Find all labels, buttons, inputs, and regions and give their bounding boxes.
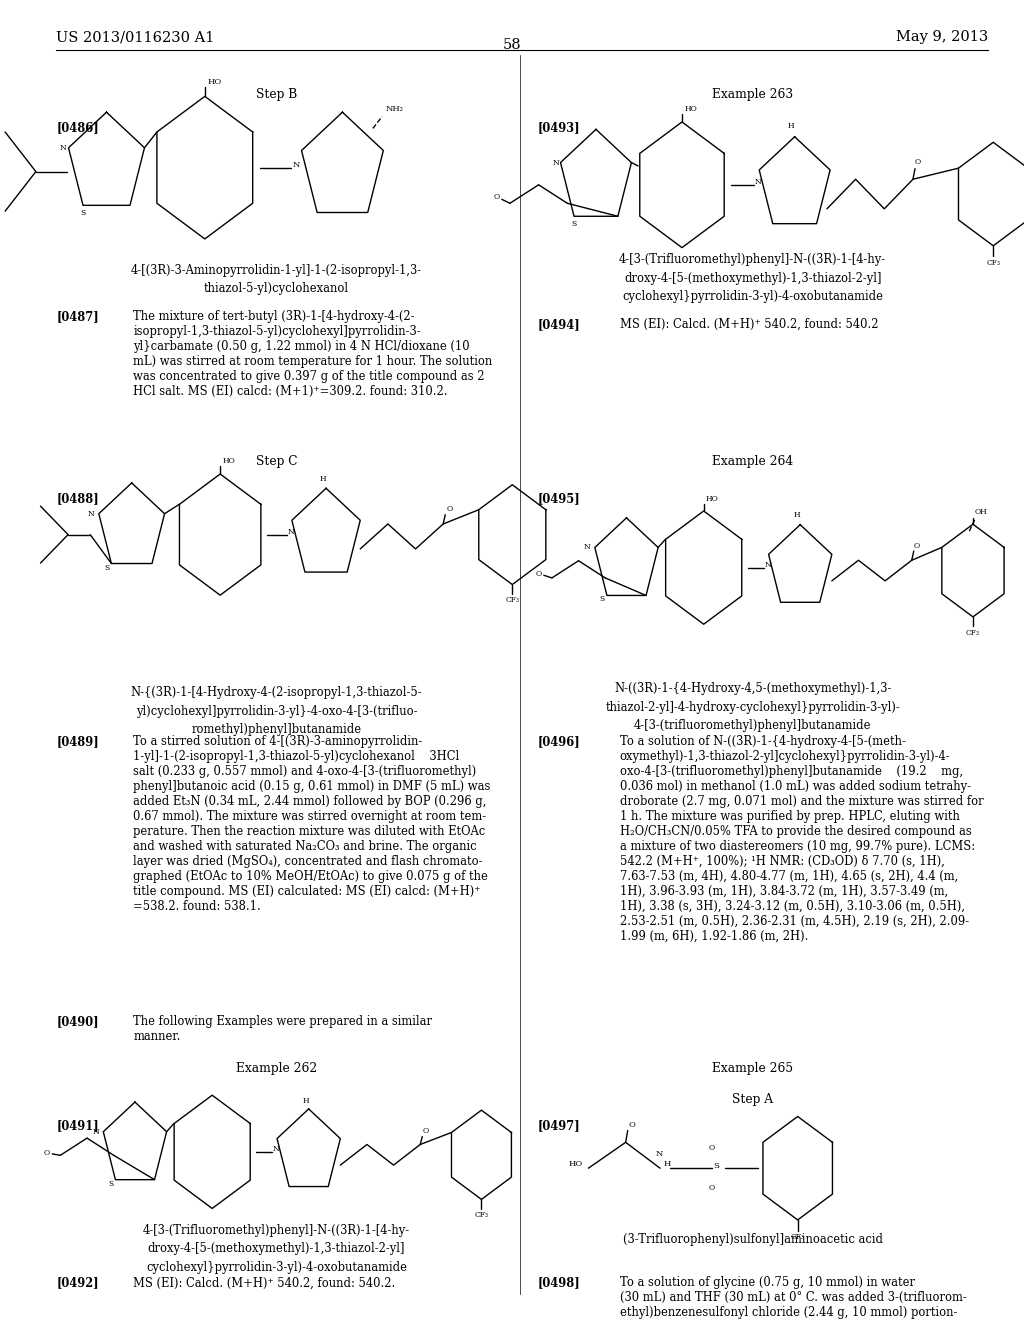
Text: CF₃: CF₃: [474, 1212, 488, 1220]
Text: 4-[3-(trifluoromethyl)phenyl]butanamide: 4-[3-(trifluoromethyl)phenyl]butanamide: [634, 719, 871, 733]
Text: [0489]: [0489]: [56, 735, 99, 748]
Text: 4-[3-(Trifluoromethyl)phenyl]-N-((3R)-1-[4-hy-: 4-[3-(Trifluoromethyl)phenyl]-N-((3R)-1-…: [143, 1224, 410, 1237]
Text: May 9, 2013: May 9, 2013: [896, 30, 988, 45]
Text: [0487]: [0487]: [56, 310, 99, 323]
Text: N: N: [553, 158, 560, 166]
Text: S: S: [81, 210, 86, 218]
Text: romethyl)phenyl]butanamide: romethyl)phenyl]butanamide: [191, 723, 361, 737]
Text: [0495]: [0495]: [538, 492, 581, 506]
Text: Example 265: Example 265: [712, 1061, 794, 1074]
Text: O: O: [915, 158, 922, 166]
Text: cyclohexyl}pyrrolidin-3-yl)-4-oxobutanamide: cyclohexyl}pyrrolidin-3-yl)-4-oxobutanam…: [623, 290, 883, 304]
Text: OH: OH: [975, 508, 988, 516]
Text: droxy-4-[5-(methoxymethyl)-1,3-thiazol-2-yl]: droxy-4-[5-(methoxymethyl)-1,3-thiazol-2…: [147, 1242, 406, 1255]
Text: US 2013/0116230 A1: US 2013/0116230 A1: [56, 30, 215, 45]
Text: [0494]: [0494]: [538, 318, 581, 331]
Text: CF₃: CF₃: [791, 1233, 805, 1241]
Text: [0496]: [0496]: [538, 735, 581, 748]
Text: [0486]: [0486]: [56, 121, 99, 133]
Text: O: O: [709, 1144, 715, 1152]
Text: N: N: [273, 1146, 280, 1154]
Text: Step C: Step C: [256, 454, 297, 467]
Text: thiazol-5-yl)cyclohexanol: thiazol-5-yl)cyclohexanol: [204, 282, 349, 296]
Text: HO: HO: [685, 104, 697, 112]
Text: To a stirred solution of 4-[(3R)-3-aminopyrrolidin-
1-yl]-1-(2-isopropyl-1,3-thi: To a stirred solution of 4-[(3R)-3-amino…: [133, 735, 490, 913]
Text: Example 262: Example 262: [236, 1061, 317, 1074]
Text: N: N: [755, 178, 762, 186]
Text: O: O: [629, 1121, 636, 1129]
Text: O: O: [536, 570, 542, 578]
Text: S: S: [104, 564, 110, 572]
Text: N: N: [765, 561, 771, 569]
Text: [0490]: [0490]: [56, 1015, 99, 1028]
Text: MS (EI): Calcd. (M+H)⁺ 540.2, found: 540.2: MS (EI): Calcd. (M+H)⁺ 540.2, found: 540…: [620, 318, 878, 331]
Text: The following Examples were prepared in a similar
manner.: The following Examples were prepared in …: [133, 1015, 432, 1043]
Text: H: H: [787, 123, 795, 131]
Text: N-((3R)-1-{4-Hydroxy-4,5-(methoxymethyl)-1,3-: N-((3R)-1-{4-Hydroxy-4,5-(methoxymethyl)…: [614, 682, 891, 696]
Text: N: N: [288, 528, 294, 536]
Text: O: O: [709, 1184, 715, 1192]
Text: NH₂: NH₂: [385, 104, 403, 112]
Text: O: O: [494, 193, 500, 201]
Text: [0491]: [0491]: [56, 1119, 99, 1133]
Text: HO: HO: [208, 78, 222, 86]
Text: cyclohexyl}pyrrolidin-3-yl)-4-oxobutanamide: cyclohexyl}pyrrolidin-3-yl)-4-oxobutanam…: [146, 1261, 407, 1274]
Text: O: O: [446, 506, 453, 513]
Text: thiazol-2-yl]-4-hydroxy-cyclohexyl}pyrrolidin-3-yl)-: thiazol-2-yl]-4-hydroxy-cyclohexyl}pyrro…: [605, 701, 900, 714]
Text: 4-[(3R)-3-Aminopyrrolidin-1-yl]-1-(2-isopropyl-1,3-: 4-[(3R)-3-Aminopyrrolidin-1-yl]-1-(2-iso…: [131, 264, 422, 277]
Text: CF₃: CF₃: [986, 259, 1000, 267]
Text: N-{(3R)-1-[4-Hydroxy-4-(2-isopropyl-1,3-thiazol-5-: N-{(3R)-1-[4-Hydroxy-4-(2-isopropyl-1,3-…: [131, 686, 422, 700]
Text: S: S: [600, 595, 605, 603]
Text: N: N: [293, 161, 300, 169]
Text: The mixture of tert-butyl (3R)-1-[4-hydroxy-4-(2-
isopropyl-1,3-thiazol-5-yl)cyc: The mixture of tert-butyl (3R)-1-[4-hydr…: [133, 310, 493, 399]
Text: S: S: [714, 1162, 720, 1170]
Text: CF₃: CF₃: [966, 628, 980, 636]
Text: CF₃: CF₃: [505, 597, 519, 605]
Text: Example 263: Example 263: [712, 87, 794, 100]
Text: To a solution of glycine (0.75 g, 10 mmol) in water
(30 mL) and THF (30 mL) at 0: To a solution of glycine (0.75 g, 10 mmo…: [620, 1276, 967, 1320]
Text: [0498]: [0498]: [538, 1276, 581, 1290]
Text: [0492]: [0492]: [56, 1276, 99, 1290]
Text: (3-Trifluorophenyl)sulfonyl]aminoacetic acid: (3-Trifluorophenyl)sulfonyl]aminoacetic …: [623, 1233, 883, 1246]
Text: H: H: [664, 1160, 671, 1168]
Text: Step B: Step B: [256, 87, 297, 100]
Text: 4-[3-(Trifluoromethyl)phenyl]-N-((3R)-1-[4-hy-: 4-[3-(Trifluoromethyl)phenyl]-N-((3R)-1-…: [620, 253, 886, 267]
Text: H: H: [794, 511, 801, 520]
Text: droxy-4-[5-(methoxymethyl)-1,3-thiazol-2-yl]: droxy-4-[5-(methoxymethyl)-1,3-thiazol-2…: [624, 272, 882, 285]
Text: Example 264: Example 264: [712, 454, 794, 467]
Text: HO: HO: [706, 495, 719, 503]
Text: yl)cyclohexyl]pyrrolidin-3-yl}-4-oxo-4-[3-(trifluо-: yl)cyclohexyl]pyrrolidin-3-yl}-4-oxo-4-[…: [136, 705, 417, 718]
Text: [0493]: [0493]: [538, 121, 581, 133]
Text: 58: 58: [503, 38, 521, 53]
Text: H: H: [302, 1097, 309, 1105]
Text: N: N: [60, 144, 67, 152]
Text: HO: HO: [222, 457, 234, 465]
Text: N: N: [92, 1127, 99, 1135]
Text: N: N: [655, 1150, 663, 1158]
Text: Step A: Step A: [732, 1093, 773, 1106]
Text: HO: HO: [568, 1160, 583, 1168]
Text: N: N: [88, 510, 95, 517]
Text: To a solution of N-((3R)-1-{4-hydroxy-4-[5-(meth-
oxymethyl)-1,3-thiazol-2-yl]cy: To a solution of N-((3R)-1-{4-hydroxy-4-…: [620, 735, 983, 944]
Text: H: H: [319, 475, 327, 483]
Text: O: O: [422, 1127, 428, 1135]
Text: MS (EI): Calcd. (M+H)⁺ 540.2, found: 540.2.: MS (EI): Calcd. (M+H)⁺ 540.2, found: 540…: [133, 1276, 395, 1290]
Text: S: S: [571, 220, 577, 228]
Text: O: O: [44, 1148, 50, 1156]
Text: O: O: [913, 541, 920, 549]
Text: [0488]: [0488]: [56, 492, 99, 506]
Text: S: S: [109, 1180, 114, 1188]
Text: N: N: [584, 544, 591, 552]
Text: [0497]: [0497]: [538, 1119, 581, 1133]
